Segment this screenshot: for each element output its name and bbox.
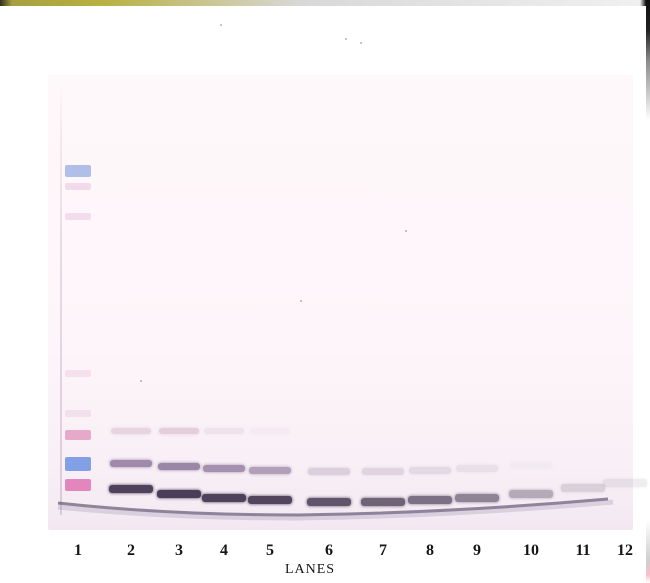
- blot-figure: 123456789101112 LANES: [0, 0, 650, 583]
- dimer-band: [158, 463, 200, 470]
- monomer-band: [455, 494, 499, 502]
- lane-label: 7: [379, 542, 387, 560]
- lane-label: 5: [266, 542, 274, 560]
- monomer-band: [307, 498, 351, 506]
- dimer-band: [308, 468, 350, 475]
- lane-label: 12: [617, 542, 633, 560]
- lane-label: 3: [175, 542, 183, 560]
- monomer-band: [408, 496, 452, 504]
- ladder-band: [65, 183, 91, 190]
- lane-label: 8: [426, 542, 434, 560]
- high-mw-band: [159, 428, 199, 434]
- ladder-band: [65, 213, 91, 220]
- monomer-band: [561, 484, 605, 492]
- lane-label: 2: [127, 542, 135, 560]
- high-mw-band: [111, 428, 151, 434]
- ladder-band: [65, 430, 91, 440]
- speck: [140, 380, 142, 382]
- ladder-band: [65, 370, 91, 377]
- monomer-band: [603, 479, 647, 487]
- dimer-band: [249, 467, 291, 474]
- scan-right-edge: [646, 0, 650, 583]
- dimer-band: [362, 468, 404, 475]
- high-mw-band: [204, 428, 244, 434]
- dimer-band: [456, 465, 498, 472]
- lane-label: 10: [523, 542, 539, 560]
- dimer-band: [203, 465, 245, 472]
- speck: [360, 42, 362, 44]
- speck: [345, 38, 347, 40]
- high-mw-band: [250, 428, 290, 434]
- lane-label: 4: [220, 542, 228, 560]
- ladder-band: [65, 410, 91, 417]
- speck: [220, 24, 222, 26]
- lane-label: 6: [325, 542, 333, 560]
- monomer-band: [109, 485, 153, 493]
- scan-top-edge: [0, 0, 650, 6]
- monomer-band: [248, 496, 292, 504]
- ladder-band: [65, 457, 91, 471]
- monomer-band: [509, 490, 553, 498]
- lane-label: 1: [74, 542, 82, 560]
- axis-title: LANES: [285, 562, 335, 578]
- dimer-band: [510, 462, 552, 469]
- monomer-band: [202, 494, 246, 502]
- monomer-band: [157, 490, 201, 498]
- lane-label: 11: [575, 542, 590, 560]
- monomer-band: [361, 498, 405, 506]
- speck: [405, 230, 407, 232]
- dimer-band: [110, 460, 152, 467]
- dimer-band: [409, 467, 451, 474]
- lane-label: 9: [473, 542, 481, 560]
- speck: [300, 300, 302, 302]
- ladder-band: [65, 165, 91, 177]
- ladder-band: [65, 479, 91, 491]
